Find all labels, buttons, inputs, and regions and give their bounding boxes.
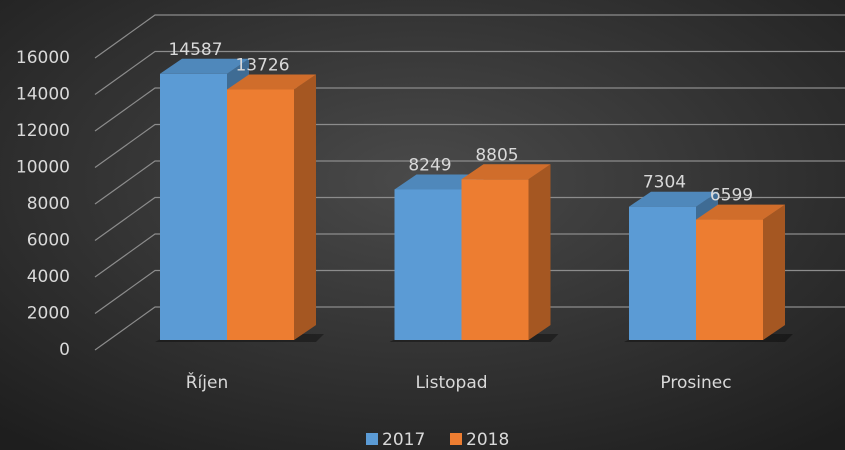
data-label: 13726 xyxy=(235,56,289,76)
bar-side xyxy=(294,74,316,341)
bar-side xyxy=(763,204,785,340)
bar-top-shade xyxy=(696,204,785,220)
y-tick-label: 4000 xyxy=(27,267,70,287)
legend-swatch xyxy=(450,433,462,445)
x-tick-label: Prosinec xyxy=(660,373,731,393)
bar-top-shade xyxy=(227,74,316,90)
bar xyxy=(629,206,696,340)
bar-top xyxy=(696,204,785,220)
bar-side-shade xyxy=(763,204,785,340)
bar-top-shade xyxy=(461,164,551,180)
bar-top-shade xyxy=(160,58,249,74)
data-label: 7304 xyxy=(643,173,686,193)
y-tick-label: 10000 xyxy=(16,158,70,178)
y-tick-label: 0 xyxy=(59,340,70,360)
y-tick-label: 16000 xyxy=(16,48,70,68)
bar-top-shade xyxy=(394,174,484,190)
legend-swatch xyxy=(366,433,378,445)
y-tick-label: 14000 xyxy=(16,85,70,105)
bar-side xyxy=(528,164,551,340)
bar-top xyxy=(629,191,718,207)
grid-line xyxy=(94,87,845,132)
grid-line xyxy=(94,160,845,205)
x-tick-label: Říjen xyxy=(186,371,229,393)
y-tick-label: 2000 xyxy=(27,304,70,324)
legend-label: 2018 xyxy=(466,430,509,450)
bar xyxy=(394,189,462,340)
y-tick-label: 8000 xyxy=(27,194,70,214)
y-tick-label: 12000 xyxy=(16,121,70,141)
bar xyxy=(160,73,227,341)
bar-side-shade xyxy=(294,74,316,341)
bar xyxy=(461,179,529,340)
grid-line xyxy=(94,196,845,241)
grid-line xyxy=(94,50,845,95)
data-label: 8805 xyxy=(475,145,518,165)
grid-line xyxy=(94,123,845,168)
grid-line xyxy=(94,233,845,278)
bar-top-shade xyxy=(629,191,718,207)
y-tick-label: 6000 xyxy=(27,231,70,251)
bar-side-shade xyxy=(528,164,551,340)
legend-label: 2017 xyxy=(382,430,425,450)
grid-line xyxy=(94,306,845,351)
grid-line xyxy=(94,14,845,59)
bar-top xyxy=(394,174,484,190)
bar-top xyxy=(227,74,316,90)
data-label: 14587 xyxy=(168,40,222,60)
bar-top xyxy=(160,58,249,74)
bar xyxy=(696,219,763,340)
x-tick-label: Listopad xyxy=(415,373,487,393)
bar-top xyxy=(461,164,551,180)
data-label: 8249 xyxy=(408,155,451,175)
data-label: 6599 xyxy=(710,186,753,206)
bar xyxy=(227,89,294,340)
grid-line xyxy=(94,269,845,314)
